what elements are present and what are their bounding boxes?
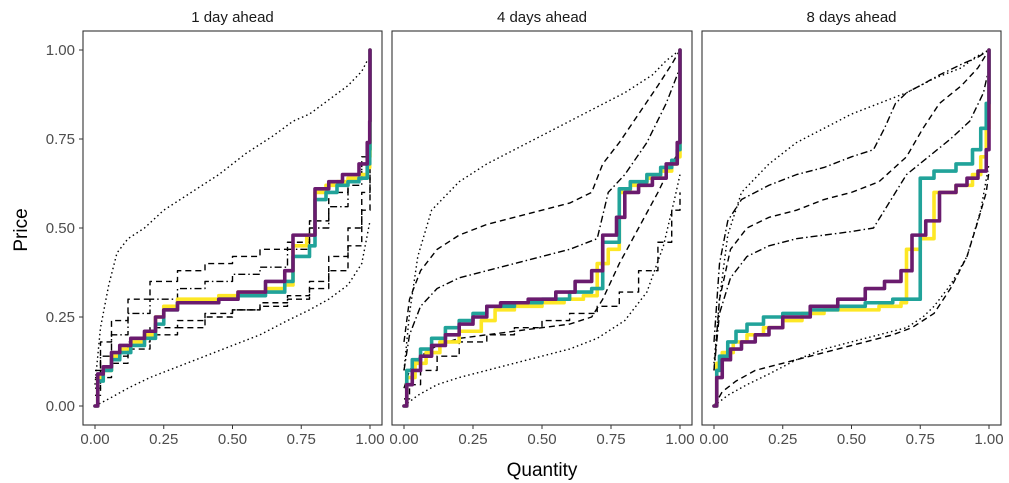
series-line-black-dashed	[713, 170, 990, 407]
series-line-black-dashed	[404, 192, 681, 400]
series-line-black-dashed	[95, 174, 371, 397]
panel-title: 8 days ahead	[806, 9, 896, 26]
series-line-black-dotted	[713, 163, 990, 407]
x-tick-label: 0.75	[906, 431, 935, 448]
panel-title: 1 day ahead	[191, 9, 274, 26]
panel-2: 4 days ahead 0.00 0.25 0.50 0.75 1.00	[389, 9, 694, 448]
x-tick-label: 0.50	[837, 431, 866, 448]
series-line-black-dotted	[94, 220, 371, 407]
series-line-purple-solid	[712, 48, 991, 408]
panel-3: 8 days ahead 0.00 0.25 0.50 0.75 1.00	[699, 9, 1003, 448]
series-line-black-dashed	[403, 49, 681, 343]
series-line-purple-solid	[93, 48, 372, 408]
panel-1: 1 day ahead 0.00 0.25 0.50 0.75 1.00 0.00 0.25 0…	[46, 9, 385, 448]
panel-title: 4 days ahead	[497, 9, 587, 26]
x-tick-label: 0.25	[149, 431, 178, 448]
x-axis-title: Quantity	[507, 460, 578, 481]
x-tick-label: 1.00	[355, 431, 384, 448]
series-line-yellow-solid	[712, 48, 991, 408]
x-tick-label: 0.75	[596, 431, 625, 448]
y-tick-label: 0.50	[46, 220, 75, 237]
x-tick-label: 1.00	[974, 431, 1003, 448]
x-tick-label: 0.00	[389, 431, 418, 448]
series-line-purple-solid	[402, 48, 682, 408]
y-tick-label: 0.00	[46, 398, 75, 415]
x-tick-label: 0.50	[527, 431, 556, 448]
y-tick-label: 0.25	[46, 309, 75, 326]
series-line-black-dashed	[403, 149, 681, 389]
y-tick-label: 0.75	[46, 131, 75, 148]
series-group	[712, 48, 991, 408]
x-tick-label: 1.00	[665, 431, 694, 448]
panel-border	[391, 30, 693, 426]
x-tick-label: 0.25	[458, 431, 487, 448]
series-group	[402, 48, 682, 408]
series-line-black-dotted	[94, 60, 368, 385]
series-line-teal-solid	[712, 48, 991, 408]
panel-border	[82, 30, 383, 426]
series-line-teal-solid	[93, 48, 372, 408]
series-line-black-dotted	[713, 49, 990, 364]
series-line-black-dashed	[713, 49, 990, 371]
x-tick-label: 0.75	[287, 431, 316, 448]
y-tick-label: 1.00	[46, 42, 75, 59]
series-line-black-dotted	[403, 49, 681, 371]
series-line-black-dashed	[95, 142, 371, 372]
y-axis-title: Price	[11, 208, 32, 251]
x-tick-label: 0.00	[80, 431, 109, 448]
x-tick-label: 0.00	[699, 431, 728, 448]
series-group	[93, 48, 372, 408]
facet-panels: 1 day ahead 0.00 0.25 0.50 0.75 1.00 0.00 0.25 0…	[46, 9, 1004, 448]
series-line-black-dashdot	[713, 67, 990, 371]
series-line-black-dashdot	[403, 67, 681, 371]
x-tick-label: 0.25	[768, 431, 797, 448]
series-line-black-dashdot	[95, 149, 371, 379]
x-tick-label: 0.50	[218, 431, 247, 448]
series-line-black-dotted	[403, 174, 681, 407]
